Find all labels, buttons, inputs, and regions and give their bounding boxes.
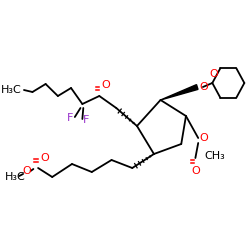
Text: H₃C: H₃C — [1, 85, 22, 95]
Text: CH₃: CH₃ — [205, 151, 226, 161]
Text: O: O — [210, 69, 218, 79]
Text: H₃C: H₃C — [5, 172, 26, 182]
Text: O: O — [22, 166, 31, 176]
Text: F: F — [66, 113, 73, 123]
Text: F: F — [83, 115, 90, 125]
Text: O: O — [101, 80, 110, 90]
Text: O: O — [199, 133, 208, 143]
Text: O: O — [191, 166, 200, 176]
Text: O: O — [40, 153, 49, 163]
Polygon shape — [160, 85, 198, 100]
Text: O: O — [199, 82, 208, 92]
